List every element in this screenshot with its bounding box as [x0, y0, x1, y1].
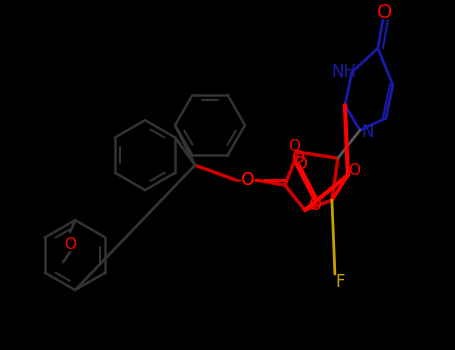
Text: NH: NH	[331, 63, 356, 81]
Text: -O-: -O-	[235, 171, 261, 189]
Text: O: O	[288, 139, 300, 154]
Text: O: O	[348, 163, 360, 178]
Text: F: F	[335, 273, 345, 291]
Text: -O-: -O-	[235, 171, 261, 189]
Text: O: O	[377, 3, 393, 22]
Text: O: O	[64, 237, 76, 252]
Text: O: O	[308, 196, 321, 214]
Text: N: N	[362, 123, 374, 141]
Text: O: O	[294, 155, 308, 173]
Text: O: O	[292, 149, 304, 167]
